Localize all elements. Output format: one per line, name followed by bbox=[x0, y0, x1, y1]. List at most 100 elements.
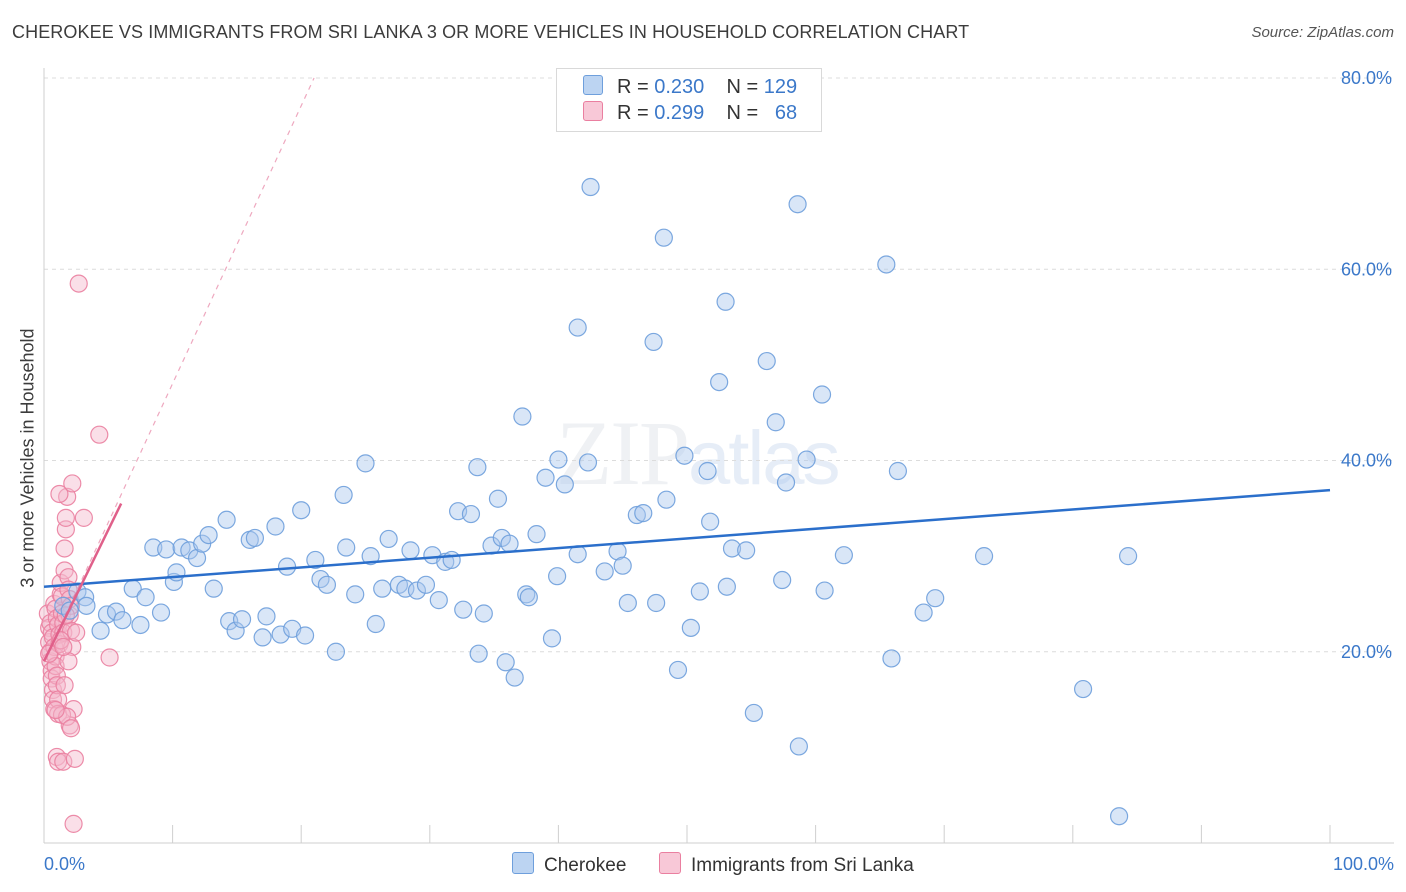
data-point-cherokee bbox=[271, 625, 290, 644]
chart-title: CHEROKEE VS IMMIGRANTS FROM SRI LANKA 3 … bbox=[12, 22, 970, 42]
data-point-cherokee bbox=[536, 468, 555, 487]
x-tick-label: 0.0% bbox=[44, 854, 85, 874]
data-point-cherokee bbox=[187, 548, 207, 568]
data-point-cherokee bbox=[356, 454, 375, 473]
data-point-cherokee bbox=[568, 318, 587, 337]
data-point-cherokee bbox=[131, 615, 150, 635]
data-point-cherokee bbox=[361, 547, 380, 566]
data-point-sri-lanka bbox=[69, 274, 88, 293]
data-point-cherokee bbox=[366, 614, 385, 634]
data-point-cherokee bbox=[595, 562, 614, 581]
data-point-cherokee bbox=[317, 575, 337, 594]
data-point-cherokee bbox=[373, 579, 392, 598]
data-point-cherokee bbox=[416, 575, 436, 594]
data-point-sri-lanka bbox=[67, 623, 86, 642]
data-point-cherokee bbox=[722, 539, 742, 558]
legend-swatch-sri-lanka bbox=[583, 101, 603, 121]
data-point-cherokee bbox=[690, 582, 709, 601]
data-point-cherokee bbox=[797, 450, 816, 469]
data-point-cherokee bbox=[488, 489, 508, 508]
data-point-cherokee bbox=[627, 505, 646, 525]
y-tick-label: 20.0% bbox=[1341, 642, 1392, 662]
data-point-sri-lanka bbox=[55, 676, 74, 695]
bottom-legend: Cherokee Immigrants from Sri Lanka bbox=[0, 852, 1406, 878]
data-point-cherokee bbox=[716, 292, 735, 311]
data-point-sri-lanka bbox=[59, 652, 78, 671]
data-point-cherokee bbox=[914, 603, 933, 622]
data-point-cherokee bbox=[618, 593, 637, 613]
data-point-sri-lanka bbox=[65, 749, 84, 768]
watermark-zip: ZIP bbox=[556, 402, 690, 504]
data-point-cherokee bbox=[654, 228, 673, 247]
data-point-sri-lanka bbox=[46, 700, 65, 720]
grid-layer bbox=[44, 77, 1394, 653]
data-point-cherokee bbox=[136, 588, 155, 607]
data-point-cherokee bbox=[877, 255, 896, 274]
data-point-cherokee bbox=[401, 541, 420, 560]
data-point-cherokee bbox=[496, 653, 515, 672]
data-point-cherokee bbox=[277, 557, 297, 576]
data-point-sri-lanka bbox=[100, 648, 119, 667]
data-point-cherokee bbox=[548, 567, 567, 586]
data-point-cherokee bbox=[292, 501, 311, 520]
data-point-cherokee bbox=[199, 525, 218, 545]
data-point-cherokee bbox=[549, 450, 568, 469]
data-point-sri-lanka bbox=[55, 539, 74, 558]
data-point-cherokee bbox=[1109, 807, 1129, 826]
legend-row-sri-lanka: R = 0.299 N = 68 bbox=[583, 101, 797, 127]
legend-n-label: N = bbox=[726, 102, 759, 124]
series-immigrants-points bbox=[38, 274, 119, 833]
data-point-cherokee bbox=[882, 649, 901, 668]
data-point-cherokee bbox=[379, 529, 398, 549]
trend-layer bbox=[42, 77, 1331, 662]
bottom-legend-label-sri-lanka: Immigrants from Sri Lanka bbox=[691, 855, 914, 876]
data-point-cherokee bbox=[776, 473, 796, 492]
legend-n-value: 129 bbox=[763, 76, 798, 98]
data-point-cherokee bbox=[974, 547, 994, 566]
data-point-cherokee bbox=[744, 703, 763, 723]
bottom-legend-swatch-sri-lanka bbox=[659, 852, 681, 874]
legend: R = 0.230 N = 129 R = 0.299 N = 68 bbox=[556, 68, 822, 132]
bottom-legend-cherokee: Cherokee bbox=[512, 852, 626, 877]
data-point-cherokee bbox=[217, 510, 236, 529]
trend-line-cherokee bbox=[43, 488, 1331, 588]
data-point-cherokee bbox=[701, 512, 720, 531]
data-point-sri-lanka bbox=[74, 508, 93, 527]
data-point-cherokee bbox=[519, 588, 538, 607]
legend-n-label: N = bbox=[726, 76, 759, 98]
data-point-cherokee bbox=[469, 644, 488, 663]
data-point-cherokee bbox=[77, 596, 96, 615]
data-point-cherokee bbox=[113, 611, 132, 630]
data-point-sri-lanka bbox=[58, 707, 77, 726]
data-point-sri-lanka bbox=[54, 752, 73, 771]
y-tick-label: 80.0% bbox=[1341, 68, 1392, 88]
data-point-cherokee bbox=[717, 577, 736, 596]
data-point-sri-lanka bbox=[56, 508, 75, 527]
data-point-cherokee bbox=[334, 485, 353, 505]
data-point-cherokee bbox=[555, 475, 574, 494]
data-point-cherokee bbox=[675, 446, 694, 465]
legend-r-value: 0.299 bbox=[654, 102, 705, 124]
data-point-cherokee bbox=[461, 504, 481, 524]
x-tick-label: 100.0% bbox=[1333, 854, 1394, 874]
data-point-sri-lanka bbox=[47, 676, 66, 695]
data-point-cherokee bbox=[681, 618, 700, 637]
data-point-cherokee bbox=[766, 413, 785, 432]
data-point-cherokee bbox=[1073, 679, 1093, 699]
data-point-cherokee bbox=[527, 525, 546, 544]
bottom-legend-swatch-cherokee bbox=[512, 852, 534, 874]
bottom-legend-label-cherokee: Cherokee bbox=[544, 855, 627, 876]
data-point-cherokee bbox=[647, 593, 666, 613]
data-point-cherokee bbox=[926, 589, 945, 608]
data-point-cherokee bbox=[834, 546, 853, 565]
data-point-cherokee bbox=[668, 660, 688, 680]
y-tick-label: 60.0% bbox=[1341, 259, 1392, 279]
data-point-cherokee bbox=[517, 585, 536, 604]
data-point-cherokee bbox=[513, 407, 532, 426]
axis-layer bbox=[43, 68, 1394, 844]
data-point-cherokee bbox=[91, 621, 110, 640]
data-point-cherokee bbox=[812, 385, 832, 404]
data-point-cherokee bbox=[454, 600, 473, 619]
data-point-cherokee bbox=[1118, 547, 1138, 566]
source-credit: Source: ZipAtlas.com bbox=[1251, 24, 1394, 41]
